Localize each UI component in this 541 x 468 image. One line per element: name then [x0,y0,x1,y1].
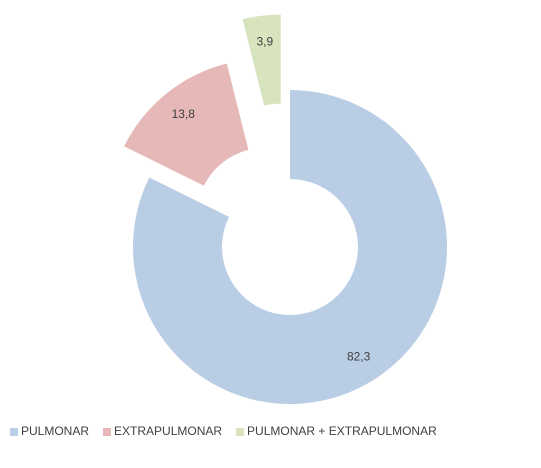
legend-swatch [236,428,245,436]
legend-label: PULMONAR + EXTRAPULMONAR [247,424,437,438]
donut-segment [133,90,448,404]
legend-label: PULMONAR [21,424,89,438]
legend-label: EXTRAPULMONAR [114,424,222,438]
legend-swatch [10,428,18,436]
data-label: 3,9 [256,35,273,49]
donut-segment [242,14,281,106]
legend-swatch [103,428,112,436]
donut-segment [124,63,249,186]
data-label: 82,3 [347,350,371,364]
data-label: 13,8 [172,107,196,121]
